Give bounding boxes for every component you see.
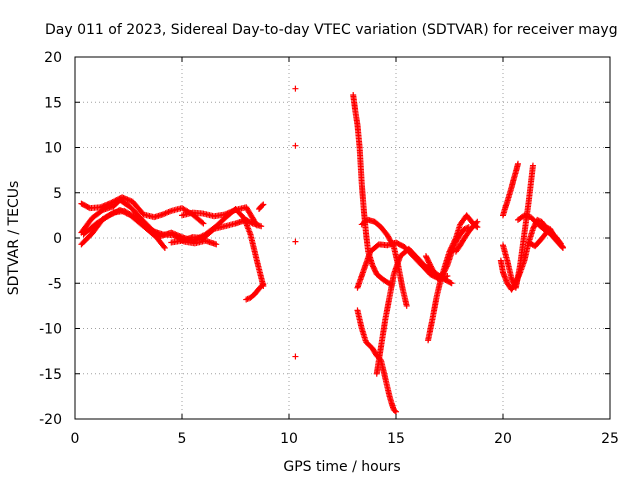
data-point [444, 273, 451, 280]
data-point [107, 211, 114, 218]
data-point [113, 196, 120, 203]
x-tick-label: 15 [387, 431, 405, 447]
y-tick-label: 0 [53, 231, 62, 247]
y-tick-label: -15 [39, 367, 62, 383]
data-point [447, 279, 454, 286]
data-point [292, 142, 299, 149]
data-point [123, 210, 130, 217]
y-tick-label: -10 [39, 322, 62, 338]
data-point [110, 210, 117, 217]
data-point [116, 195, 123, 202]
data-point [559, 244, 566, 251]
data-point [115, 196, 122, 203]
chart-title: Day 011 of 2023, Sidereal Day-to-day VTE… [45, 22, 618, 38]
data-point [119, 208, 126, 215]
data-point [391, 407, 398, 414]
data-point [199, 219, 206, 226]
data-point [474, 218, 481, 225]
data-point [118, 207, 125, 214]
data-point [292, 353, 299, 360]
x-tick-label: 5 [178, 431, 187, 447]
y-tick-label: 5 [53, 186, 62, 202]
y-axis-ticks: -20 -15 -10 -5 0 5 10 15 20 [39, 50, 610, 428]
data-point [529, 162, 536, 169]
data-point [258, 223, 265, 230]
data-point [426, 260, 433, 267]
data-point [452, 236, 459, 243]
data-point [259, 282, 266, 289]
data-point [161, 244, 168, 251]
data-point [160, 243, 167, 250]
x-axis-label: GPS time / hours [283, 459, 400, 475]
data-point [450, 239, 457, 246]
x-tick-label: 20 [494, 431, 512, 447]
data-point [559, 243, 566, 250]
data-point [447, 247, 454, 254]
data-point [124, 211, 131, 218]
data-point [260, 281, 267, 288]
y-tick-label: 20 [44, 50, 62, 66]
data-point [447, 245, 454, 252]
data-point [292, 238, 299, 245]
data-point [292, 85, 299, 92]
data-point [109, 199, 116, 206]
data-point [209, 226, 216, 233]
data-point [200, 220, 207, 227]
data-point [450, 240, 457, 247]
y-tick-label: 15 [44, 95, 62, 111]
data-point [111, 198, 118, 205]
data-point [556, 239, 563, 246]
data-point [449, 243, 456, 250]
data-point [393, 408, 399, 415]
data-point [122, 209, 129, 216]
data-point [112, 197, 119, 204]
data-point [448, 280, 455, 287]
data-point [114, 208, 121, 215]
data-points [78, 85, 566, 415]
data-point [473, 219, 480, 226]
data-point [253, 222, 260, 229]
data-point [403, 302, 410, 309]
data-point [253, 221, 260, 228]
y-axis-label: SDTVAR / TECUs [6, 181, 22, 296]
x-axis-ticks: 0 5 10 15 20 25 [71, 57, 619, 447]
data-point [108, 199, 115, 206]
data-point [147, 226, 154, 233]
y-tick-label: 10 [44, 141, 62, 157]
data-point [111, 209, 118, 216]
x-tick-label: 10 [280, 431, 298, 447]
data-point [106, 212, 113, 219]
x-tick-label: 25 [601, 431, 619, 447]
data-point [514, 160, 521, 167]
data-point [451, 237, 458, 244]
data-point [260, 201, 267, 208]
data-point [120, 208, 127, 215]
data-point [259, 202, 266, 209]
data-point [446, 248, 453, 255]
data-point [213, 241, 220, 248]
x-tick-label: 0 [71, 431, 80, 447]
data-point [116, 206, 123, 213]
data-point [474, 224, 481, 231]
y-tick-label: -20 [39, 412, 62, 428]
data-point [448, 244, 455, 251]
data-point [449, 241, 456, 248]
data-point [557, 240, 564, 247]
data-point [108, 211, 115, 218]
data-point [112, 208, 119, 215]
y-tick-label: -5 [48, 276, 62, 292]
